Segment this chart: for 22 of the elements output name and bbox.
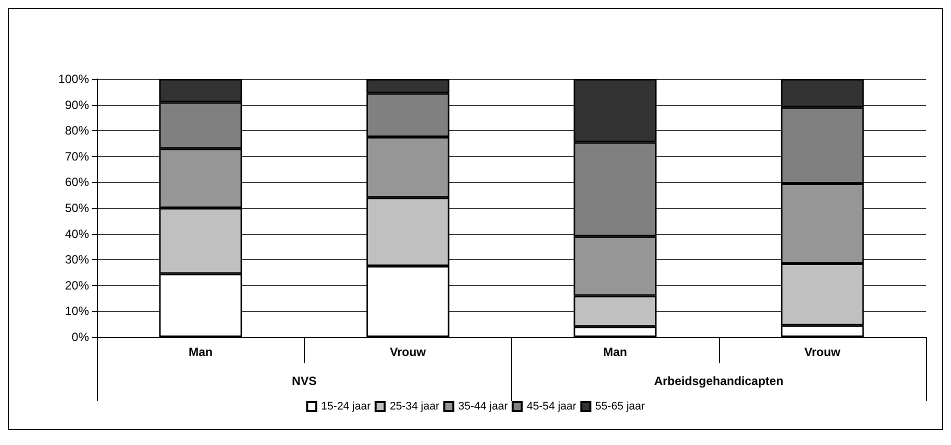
- x-tick-label: Vrouw: [804, 345, 842, 359]
- y-tick-label: 70%: [64, 149, 90, 164]
- x-tick-label: Man: [188, 345, 213, 359]
- y-tick-label: 0%: [72, 330, 90, 344]
- legend-label: 45-54 jaar: [526, 400, 577, 412]
- y-tick-label: 20%: [64, 278, 90, 292]
- y-tick-label: 30%: [64, 252, 90, 267]
- y-tick-label: 100%: [58, 72, 90, 86]
- y-tick-label: 90%: [64, 98, 90, 112]
- legend-label: 55-65 jaar: [595, 400, 646, 412]
- legend-label: 15-24 jaar: [321, 400, 372, 412]
- y-tick-label: 50%: [64, 201, 90, 215]
- text: NVS: [292, 374, 317, 388]
- x-tick-label: Man: [603, 345, 628, 359]
- y-tick-label: 80%: [64, 124, 90, 138]
- y-tick-label: 10%: [64, 304, 90, 318]
- x-tick-label: Vrouw: [390, 345, 427, 359]
- legend-label: 25-34 jaar: [390, 400, 440, 412]
- y-tick-label: 40%: [64, 226, 90, 241]
- text: Arbeidsgehandicapten: [654, 374, 784, 388]
- y-tick-label: 60%: [64, 175, 90, 190]
- legend-label: 35-44 jaar: [458, 400, 508, 412]
